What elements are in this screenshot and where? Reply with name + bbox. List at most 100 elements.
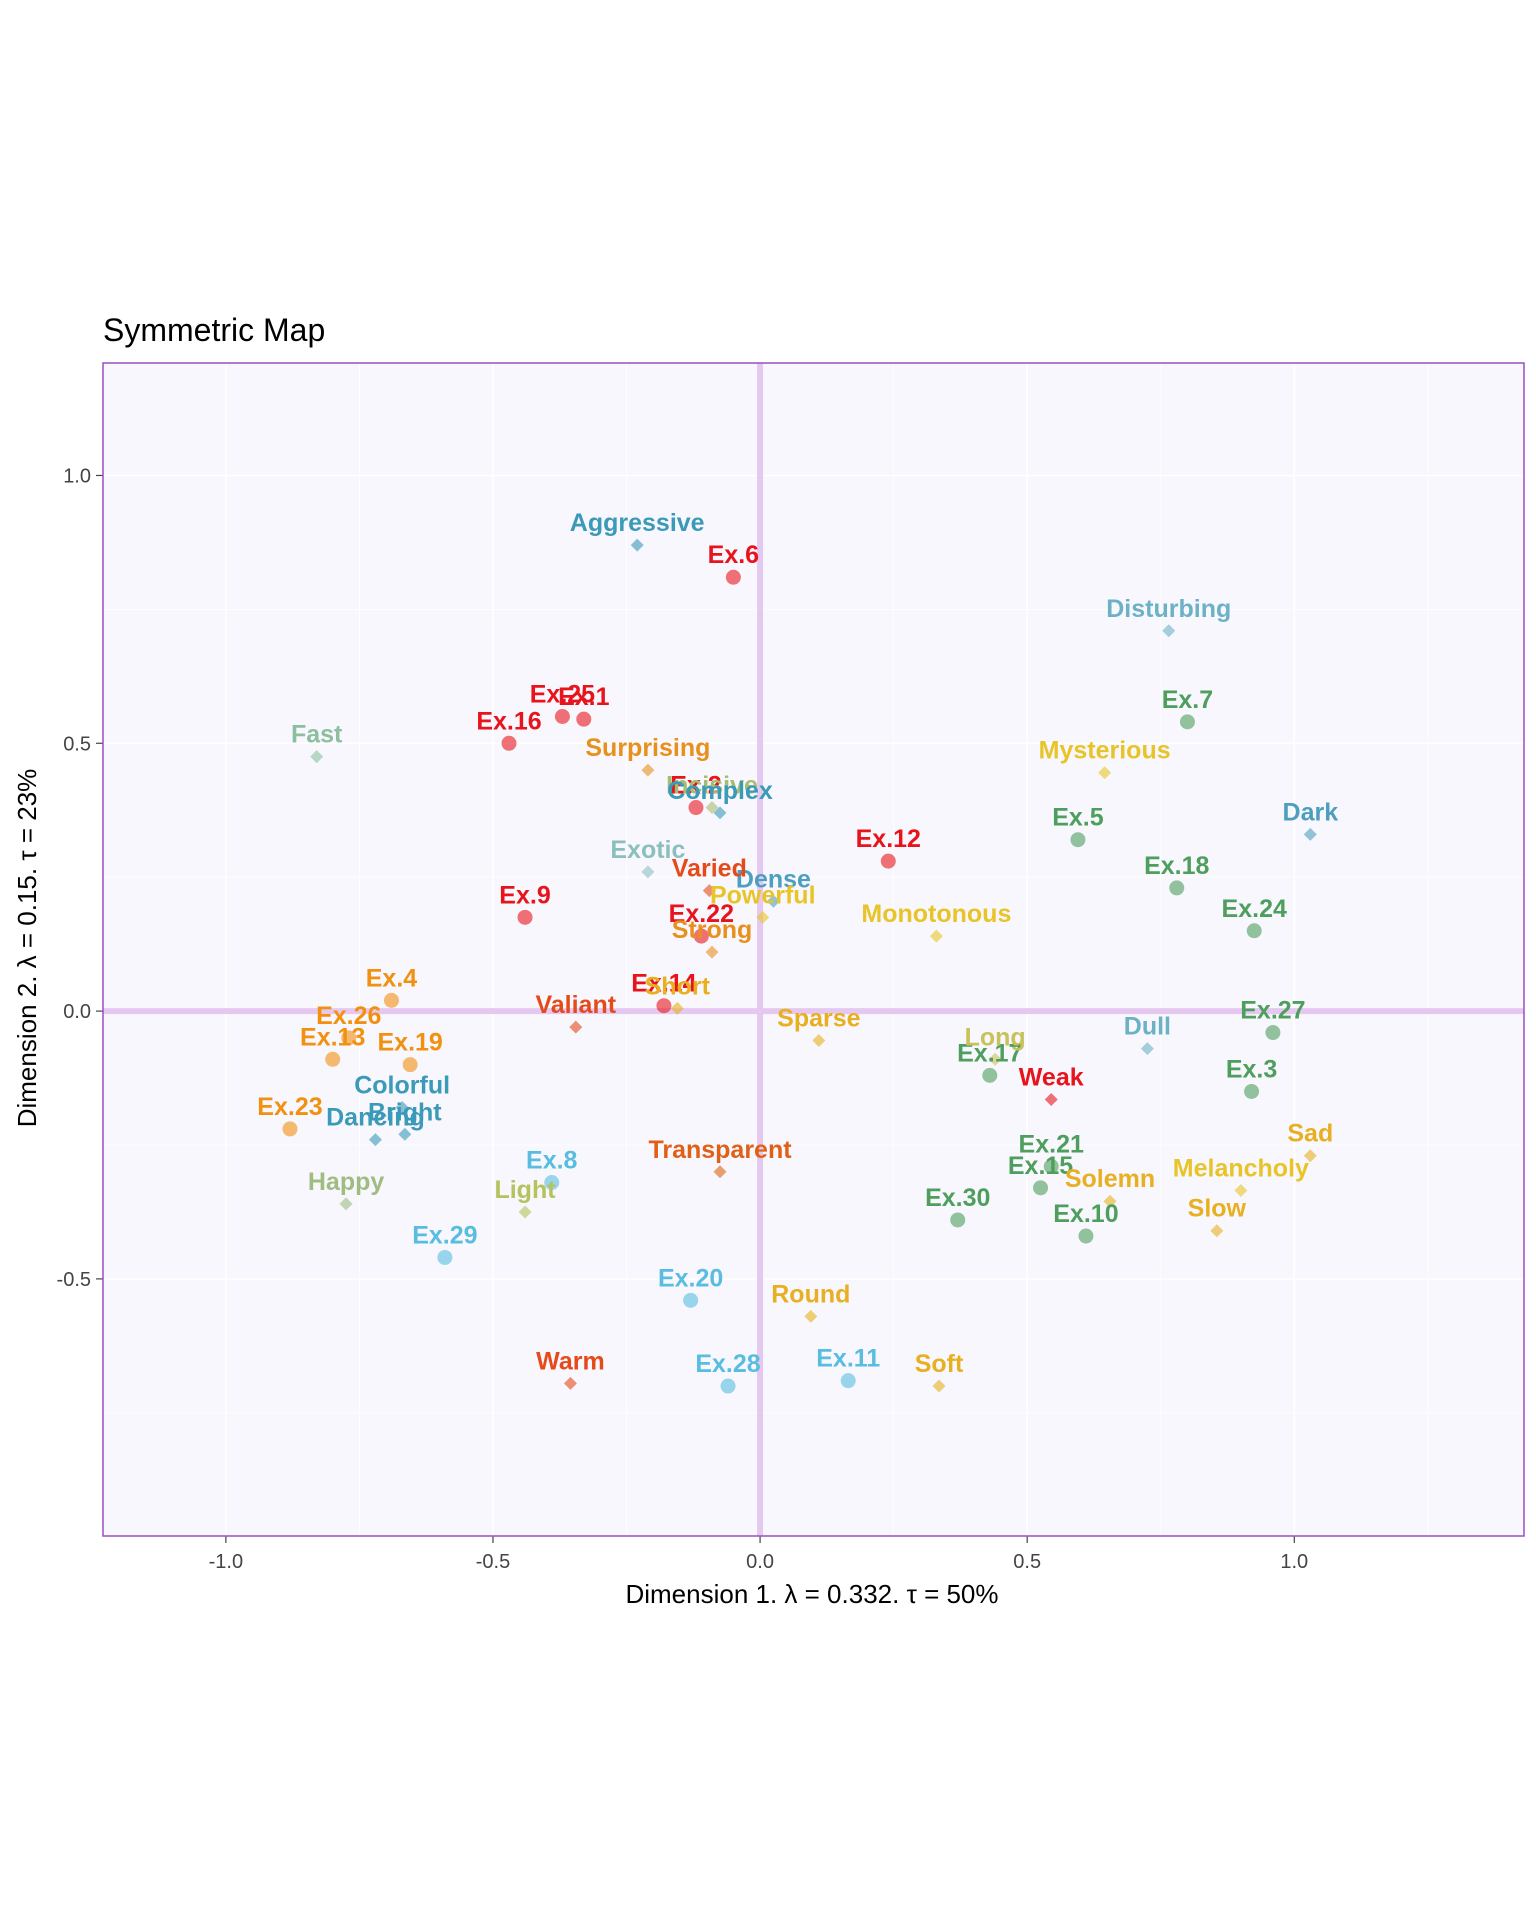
label-fast: Fast	[291, 721, 343, 749]
point-monotonous	[929, 929, 943, 943]
label-ex-1: Ex.1	[558, 683, 610, 711]
point-long	[988, 1052, 1002, 1066]
point-light	[518, 1205, 532, 1219]
label-strong: Strong	[672, 916, 753, 944]
label-exotic: Exotic	[610, 836, 685, 864]
point-soft	[932, 1379, 946, 1393]
label-short: Short	[645, 972, 711, 1000]
point-warm	[563, 1376, 577, 1390]
label-happy: Happy	[308, 1168, 385, 1196]
point-ex-11	[840, 1373, 856, 1389]
x-tick-label: -0.5	[476, 1551, 510, 1573]
label-sparse: Sparse	[777, 1005, 860, 1033]
point-fast	[310, 750, 324, 764]
plot-panel-border	[102, 362, 1525, 1537]
label-dense: Dense	[736, 865, 811, 893]
point-solemn	[1103, 1194, 1117, 1208]
label-dancing: Dancing	[326, 1104, 425, 1132]
point-ex-3	[1244, 1083, 1260, 1099]
point-dancing	[368, 1133, 382, 1147]
point-ex-20	[683, 1292, 699, 1308]
point-weak	[1044, 1092, 1058, 1106]
label-ex-27: Ex.27	[1240, 997, 1305, 1025]
point-ex-15	[1033, 1180, 1049, 1196]
label-slow: Slow	[1188, 1195, 1247, 1223]
point-round	[804, 1309, 818, 1323]
point-ex-12	[880, 853, 896, 869]
y-tick-label: -0.5	[57, 1269, 91, 1291]
label-ex-15: Ex.15	[1008, 1152, 1073, 1180]
point-ex-21	[1043, 1158, 1059, 1174]
label-varied: Varied	[672, 855, 747, 883]
x-axis-title: Dimension 1. λ = 0.332. τ = 50%	[625, 1579, 998, 1609]
label-sad: Sad	[1287, 1120, 1333, 1148]
point-ex-13	[325, 1051, 341, 1067]
point-ex-30	[950, 1212, 966, 1228]
point-transparent	[713, 1165, 727, 1179]
point-sparse	[812, 1034, 826, 1048]
label-melancholy: Melancholy	[1173, 1155, 1309, 1183]
reference-lines	[103, 363, 1524, 1536]
point-ex-29	[437, 1249, 453, 1265]
point-dark	[1303, 827, 1317, 841]
point-slow	[1210, 1224, 1224, 1238]
point-bright	[398, 1127, 412, 1141]
point-ex-23	[282, 1121, 298, 1137]
point-strong	[705, 945, 719, 959]
label-ex-6: Ex.6	[708, 541, 759, 569]
label-ex-23: Ex.23	[257, 1093, 322, 1121]
label-dull: Dull	[1124, 1013, 1171, 1041]
label-ex-25: Ex.25	[530, 681, 595, 709]
point-ex-14	[656, 998, 672, 1014]
point-exotic	[641, 865, 655, 879]
point-ex-18	[1169, 880, 1185, 896]
point-aggressive	[630, 538, 644, 552]
label-warm: Warm	[536, 1347, 605, 1375]
label-light: Light	[494, 1176, 556, 1204]
point-powerful	[756, 910, 770, 924]
label-disturbing: Disturbing	[1106, 595, 1231, 623]
point-incisive	[705, 801, 719, 815]
point-ex-5	[1070, 832, 1086, 848]
label-soft: Soft	[915, 1350, 964, 1378]
point-ex-22	[693, 928, 709, 944]
label-ex-8: Ex.8	[526, 1146, 578, 1174]
label-incisive: Incisive	[666, 772, 758, 800]
label-colorful: Colorful	[354, 1072, 450, 1100]
point-dull	[1140, 1042, 1154, 1056]
label-powerful: Powerful	[710, 881, 816, 909]
label-monotonous: Monotonous	[861, 900, 1011, 928]
label-weak: Weak	[1019, 1063, 1084, 1091]
label-ex-22: Ex.22	[669, 900, 734, 928]
point-sad	[1303, 1149, 1317, 1163]
label-ex-24: Ex.24	[1222, 895, 1287, 923]
label-ex-29: Ex.29	[412, 1221, 477, 1249]
data-markers	[282, 538, 1317, 1394]
label-surprising: Surprising	[585, 734, 710, 762]
label-mysterious: Mysterious	[1039, 737, 1171, 765]
label-round: Round	[771, 1280, 850, 1308]
label-transparent: Transparent	[648, 1136, 792, 1164]
point-ex-9	[517, 909, 533, 925]
point-mysterious	[1098, 766, 1112, 780]
label-valiant: Valiant	[535, 991, 616, 1019]
point-ex-8	[544, 1174, 560, 1190]
y-tick-label: 0.5	[63, 733, 91, 755]
point-disturbing	[1162, 624, 1176, 638]
point-ex-6	[725, 569, 741, 585]
label-ex-28: Ex.28	[695, 1350, 760, 1378]
chart-title: Symmetric Map	[103, 312, 325, 348]
y-tick-label: 1.0	[63, 465, 91, 487]
point-ex-27	[1265, 1025, 1281, 1041]
label-ex-26: Ex.26	[316, 1002, 381, 1030]
point-ex-28	[720, 1378, 736, 1394]
label-ex-5: Ex.5	[1052, 804, 1104, 832]
label-aggressive: Aggressive	[570, 509, 705, 537]
label-ex-7: Ex.7	[1162, 686, 1213, 714]
label-ex-16: Ex.16	[476, 707, 541, 735]
point-ex-24	[1246, 923, 1262, 939]
plot-panel	[103, 363, 1524, 1536]
label-ex-30: Ex.30	[925, 1184, 990, 1212]
label-dark: Dark	[1283, 798, 1339, 826]
